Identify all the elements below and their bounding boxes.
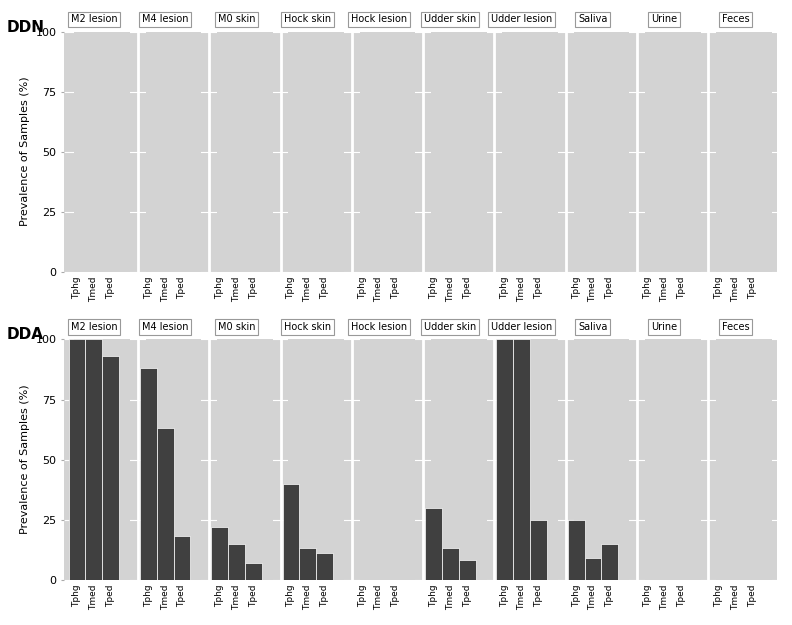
Bar: [360, 339, 415, 579]
Text: M4 lesion: M4 lesion: [142, 322, 188, 332]
Text: DDN: DDN: [7, 19, 45, 34]
Text: Hock skin: Hock skin: [284, 14, 331, 24]
Bar: [431, 339, 486, 579]
Text: Saliva: Saliva: [578, 322, 607, 332]
Text: Urine: Urine: [651, 14, 677, 24]
Bar: [425, 508, 442, 579]
Bar: [140, 368, 157, 579]
Bar: [360, 32, 415, 272]
Bar: [283, 484, 299, 579]
Text: M0 skin: M0 skin: [218, 322, 255, 332]
Bar: [74, 32, 130, 272]
Bar: [299, 548, 316, 579]
Text: Saliva: Saliva: [578, 14, 607, 24]
Bar: [146, 339, 201, 579]
Y-axis label: Prevalence of Samples (%): Prevalence of Samples (%): [20, 77, 30, 226]
Text: Udder skin: Udder skin: [425, 322, 477, 332]
Bar: [173, 536, 191, 579]
Bar: [573, 32, 629, 272]
Bar: [228, 544, 245, 579]
Bar: [157, 428, 173, 579]
Y-axis label: Prevalence of Samples (%): Prevalence of Samples (%): [20, 385, 30, 534]
Bar: [431, 32, 486, 272]
Bar: [442, 548, 459, 579]
Bar: [74, 339, 130, 579]
Bar: [645, 32, 701, 272]
Bar: [716, 339, 772, 579]
Bar: [502, 339, 558, 579]
Bar: [716, 32, 772, 272]
Text: DDA: DDA: [7, 328, 44, 342]
Text: Feces: Feces: [722, 322, 749, 332]
Bar: [568, 519, 584, 579]
Bar: [513, 339, 530, 579]
Text: Hock lesion: Hock lesion: [351, 322, 407, 332]
Text: Udder skin: Udder skin: [425, 14, 477, 24]
Bar: [211, 527, 228, 579]
Bar: [601, 544, 619, 579]
Bar: [645, 339, 701, 579]
Bar: [86, 339, 102, 579]
Text: Udder lesion: Udder lesion: [491, 322, 552, 332]
Bar: [288, 32, 344, 272]
Bar: [497, 339, 513, 579]
Text: M2 lesion: M2 lesion: [70, 14, 117, 24]
Bar: [316, 553, 333, 579]
Bar: [502, 32, 558, 272]
Text: Feces: Feces: [722, 14, 749, 24]
Bar: [584, 558, 601, 579]
Text: Udder lesion: Udder lesion: [491, 14, 552, 24]
Bar: [530, 519, 547, 579]
Bar: [217, 32, 272, 272]
Text: M0 skin: M0 skin: [218, 14, 255, 24]
Bar: [146, 32, 201, 272]
Bar: [459, 561, 476, 579]
Text: Hock skin: Hock skin: [284, 322, 331, 332]
Text: Urine: Urine: [651, 322, 677, 332]
Bar: [217, 339, 272, 579]
Bar: [102, 356, 119, 579]
Text: M4 lesion: M4 lesion: [142, 14, 188, 24]
Bar: [69, 339, 86, 579]
Bar: [288, 339, 344, 579]
Bar: [573, 339, 629, 579]
Text: M2 lesion: M2 lesion: [70, 322, 117, 332]
Text: Hock lesion: Hock lesion: [351, 14, 407, 24]
Bar: [245, 563, 262, 579]
